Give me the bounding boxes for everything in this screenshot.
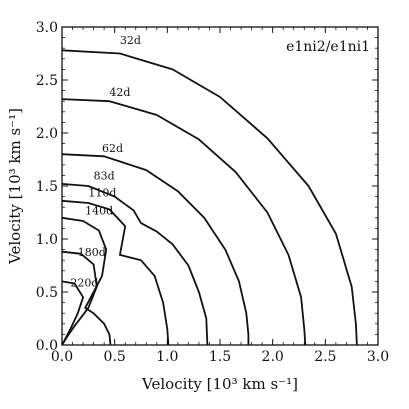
x-tick-label: 3.0 (367, 349, 389, 365)
x-tick-label: 1.0 (156, 349, 178, 365)
y-tick-label: 0.5 (36, 285, 58, 301)
y-axis-title: Velocity [10³ km s⁻¹] (6, 108, 24, 265)
contour-label-42d: 42d (109, 86, 130, 99)
contour-line-83d (61, 183, 209, 346)
contour-line-180d (61, 250, 98, 346)
contour-line-32d (61, 49, 358, 346)
y-tick-label: 0.0 (36, 338, 58, 354)
tick-layer: 0.0 0.5 1.0 1.5 2.0 2.5 3.00.00.51.01.52.02.53… (36, 20, 389, 365)
contour-label-110d: 110d (88, 187, 116, 200)
contour-label-140d: 140d (85, 205, 113, 218)
x-tick-label: 2.0 (262, 349, 284, 365)
contour-label-62d: 62d (102, 142, 123, 155)
x-tick-label: 0.0 (51, 349, 73, 365)
plot-frame (61, 26, 379, 346)
contour-label-180d: 180d (78, 246, 106, 259)
contour-label-83d: 83d (94, 170, 115, 183)
contour-label-32d: 32d (120, 34, 141, 47)
contour-line-42d (61, 98, 307, 346)
panel-label: e1ni2/e1ni1 (286, 39, 370, 55)
y-tick-label: 1.0 (36, 232, 58, 248)
y-tick-label: 2.5 (36, 73, 58, 89)
contour-line-110d (61, 199, 170, 346)
contour-line-62d (61, 153, 250, 345)
y-tick-label: 3.0 (36, 20, 58, 36)
series-layer: 32d 42d 62d 83d 110d 140d 180d 220d (61, 34, 358, 346)
contour-line-220d (61, 280, 84, 346)
contour-line-140d (61, 216, 112, 346)
x-tick-label: 2.5 (314, 349, 336, 365)
x-tick-label: 1.5 (209, 349, 231, 365)
y-tick-label: 2.0 (36, 126, 58, 142)
y-tick-label: 1.5 (36, 179, 58, 195)
x-tick-label: 0.5 (104, 349, 126, 365)
x-axis-title: Velocity [10³ km s⁻¹] (141, 375, 298, 393)
contour-label-220d: 220d (70, 277, 98, 290)
